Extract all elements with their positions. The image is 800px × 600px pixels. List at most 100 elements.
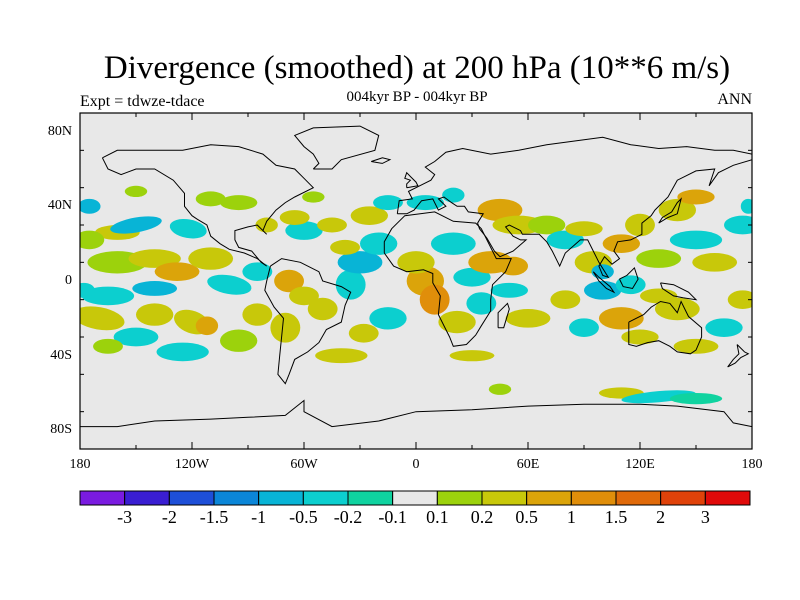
- contour-region: [302, 191, 325, 203]
- contour-region: [93, 338, 123, 354]
- contour-region: [337, 251, 383, 274]
- contour-region: [505, 309, 551, 328]
- colorbar-label: 0.5: [515, 507, 538, 527]
- colorbar-label: 1.5: [604, 507, 628, 527]
- contour-fill-layer: [80, 185, 752, 405]
- contour-region: [654, 297, 700, 321]
- contour-region: [207, 274, 252, 295]
- contour-region: [430, 232, 476, 255]
- contour-region: [330, 239, 361, 255]
- colorbar-box: [392, 490, 438, 506]
- colorbar-box: [660, 490, 706, 506]
- colorbar-label: 0.2: [470, 507, 494, 527]
- coastline: [383, 211, 512, 347]
- lon-tick-label: 60W: [290, 457, 318, 472]
- colorbar-label: -1.5: [199, 507, 229, 527]
- contour-region: [136, 303, 174, 326]
- contour-region: [279, 210, 310, 226]
- colorbar-box: [213, 490, 260, 506]
- coastline: [628, 300, 703, 355]
- colorbar-box: [168, 490, 215, 506]
- contour-region: [692, 253, 738, 272]
- colorbar-label: 0.1: [426, 507, 449, 527]
- contour-region: [242, 303, 273, 326]
- contour-region: [621, 329, 659, 345]
- chart-subtitle: 004kyr BP - 004kyr BP: [346, 89, 488, 105]
- lon-tick-label: 0: [412, 457, 420, 472]
- contour-region: [369, 307, 407, 330]
- colorbar-box: [570, 490, 617, 506]
- contour-region: [289, 286, 319, 306]
- colorbar-box: [481, 490, 528, 506]
- contour-region: [124, 185, 148, 197]
- contour-region: [490, 282, 528, 298]
- contour-region: [636, 249, 682, 268]
- contour-region: [625, 213, 655, 237]
- colorbar-label: -0.1: [378, 507, 407, 527]
- lat-tick-label: 80S: [50, 422, 72, 438]
- coastline: [658, 197, 683, 224]
- lon-tick-label: 60E: [516, 457, 540, 472]
- colorbar-label: 3: [700, 507, 710, 527]
- colorbar-label: -2: [161, 507, 177, 527]
- coastline: [619, 266, 639, 290]
- colorbar-label: -1: [251, 507, 267, 527]
- contour-region: [658, 198, 696, 222]
- contour-region: [724, 215, 752, 235]
- contour-region: [727, 290, 752, 309]
- contour-region: [477, 198, 523, 222]
- contour-region: [220, 329, 258, 352]
- contour-region: [669, 393, 723, 405]
- contour-region: [195, 316, 219, 336]
- contour-region: [242, 262, 273, 281]
- contour-region: [81, 286, 135, 306]
- contour-region: [80, 198, 101, 214]
- contour-region: [255, 217, 278, 233]
- contour-region: [113, 327, 159, 347]
- contour-region: [591, 264, 614, 280]
- contour-region: [80, 230, 105, 250]
- contour-region: [669, 230, 723, 250]
- contour-region: [132, 281, 178, 296]
- axis-ticks: [79, 112, 753, 450]
- contour-region: [453, 267, 491, 287]
- contour-region: [307, 297, 338, 321]
- contour-region: [360, 232, 398, 255]
- colorbar-box: [302, 490, 349, 506]
- colorbar-label: -0.2: [333, 507, 363, 527]
- contour-region: [348, 323, 379, 343]
- contour-region: [110, 216, 162, 234]
- contour-region: [740, 198, 752, 214]
- coastline: [371, 157, 392, 164]
- coastline: [293, 125, 380, 170]
- colorbar-box: [615, 490, 662, 506]
- contour-region: [373, 195, 403, 211]
- contour-region: [80, 306, 125, 331]
- contour-region: [615, 275, 646, 295]
- contour-region: [528, 215, 566, 235]
- contour-region: [220, 195, 258, 211]
- colorbar-box: [526, 490, 572, 506]
- colorbar-box: [436, 490, 483, 506]
- coastline: [592, 271, 616, 294]
- colorbar-label: -0.5: [289, 507, 318, 527]
- coastline: [264, 258, 352, 385]
- colorbar-label: 2: [656, 507, 666, 527]
- contour-region: [156, 342, 209, 362]
- contour-region: [550, 290, 581, 309]
- colorbar-label: -3: [117, 507, 133, 527]
- coastline: [497, 302, 510, 329]
- contour-region: [335, 269, 366, 300]
- colorbar-box: [347, 490, 394, 506]
- season-label: ANN: [717, 91, 752, 108]
- coastline: [396, 136, 752, 279]
- coastline: [660, 282, 698, 301]
- coastline: [727, 344, 750, 368]
- contour-region: [705, 318, 743, 337]
- lon-tick-label: 180: [741, 457, 763, 472]
- contour-region: [449, 350, 495, 362]
- colorbar-box: [704, 490, 751, 506]
- contour-region: [195, 191, 226, 207]
- colorbar-label: 1: [566, 507, 576, 527]
